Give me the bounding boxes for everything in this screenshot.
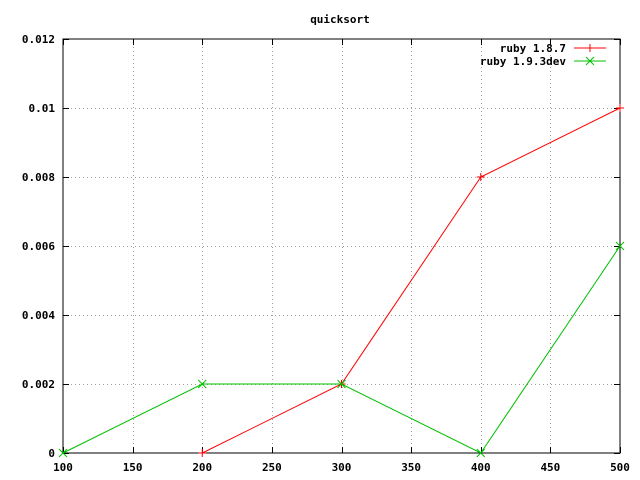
- legend-label: ruby 1.9.3dev: [480, 55, 566, 68]
- marker-stroke: [615, 241, 625, 251]
- series-1-point: [615, 241, 625, 251]
- x-tick-label: 450: [540, 461, 560, 474]
- chart-title: quicksort: [310, 13, 370, 26]
- axis-ticks: 100 150 200 250 300 350 400 450 500 0 0.002 0.004 0.…: [22, 33, 630, 474]
- y-tick-label: 0.004: [22, 309, 55, 322]
- y-tick-label: 0.008: [22, 171, 55, 184]
- series-1-point: [58, 448, 68, 458]
- series-0-line: [202, 107, 621, 454]
- x-tick-label: 400: [471, 461, 491, 474]
- legend-marker: [585, 56, 595, 66]
- x-tick-label: 250: [262, 461, 282, 474]
- x-tick-label: 350: [401, 461, 421, 474]
- legend-label: ruby 1.8.7: [500, 42, 566, 55]
- marker-stroke: [58, 448, 68, 458]
- y-tick-label: 0.01: [29, 102, 56, 115]
- legend-marker: [586, 44, 594, 52]
- y-tick-label: 0.002: [22, 378, 55, 391]
- series-1-point: [476, 448, 486, 458]
- y-tick-label: 0.012: [22, 33, 55, 46]
- x-tick-label: 300: [332, 461, 352, 474]
- x-tick-label: 500: [610, 461, 630, 474]
- series-1-point: [197, 379, 207, 389]
- series-0-point: [616, 104, 624, 112]
- series-1-point: [337, 379, 346, 389]
- marker-stroke: [585, 56, 595, 66]
- y-tick-label: 0: [48, 447, 55, 460]
- marker-stroke: [337, 379, 346, 389]
- series-layer: [58, 104, 625, 458]
- series-0-point: [476, 173, 485, 181]
- x-tick-label: 100: [53, 461, 73, 474]
- marker-stroke: [476, 448, 486, 458]
- y-tick-label: 0.006: [22, 240, 55, 253]
- x-tick-label: 200: [192, 461, 212, 474]
- series-0-point: [198, 449, 207, 457]
- x-tick-label: 150: [123, 461, 143, 474]
- marker-stroke: [197, 379, 207, 389]
